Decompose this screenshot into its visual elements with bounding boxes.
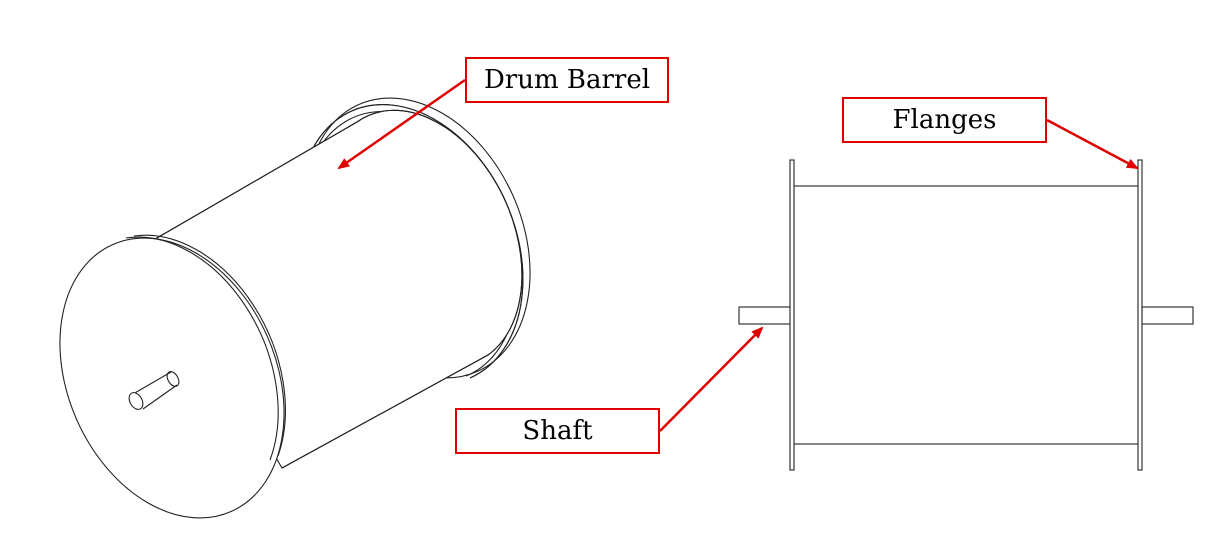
front-flange xyxy=(59,234,286,519)
isometric-shaft xyxy=(128,371,180,410)
side-view-drum xyxy=(738,159,1194,471)
isometric-drum xyxy=(59,97,531,519)
shaft-arrow xyxy=(659,326,764,432)
flanges-arrow xyxy=(1046,118,1139,170)
drum-barrel-arrow xyxy=(337,78,466,170)
right-shaft xyxy=(1141,306,1194,325)
flanges-label-text: Flanges xyxy=(892,105,997,135)
left-shaft xyxy=(738,306,793,325)
shaft-label: Shaft xyxy=(455,408,660,454)
shaft-label-text: Shaft xyxy=(522,416,593,446)
drum-barrel-label: Drum Barrel xyxy=(465,57,669,103)
drum-barrel-label-text: Drum Barrel xyxy=(483,65,651,95)
right-flange xyxy=(1137,159,1143,471)
left-flange xyxy=(789,159,795,471)
callout-arrows xyxy=(337,78,1139,432)
flanges-label: Flanges xyxy=(842,97,1047,143)
side-barrel xyxy=(793,185,1140,445)
